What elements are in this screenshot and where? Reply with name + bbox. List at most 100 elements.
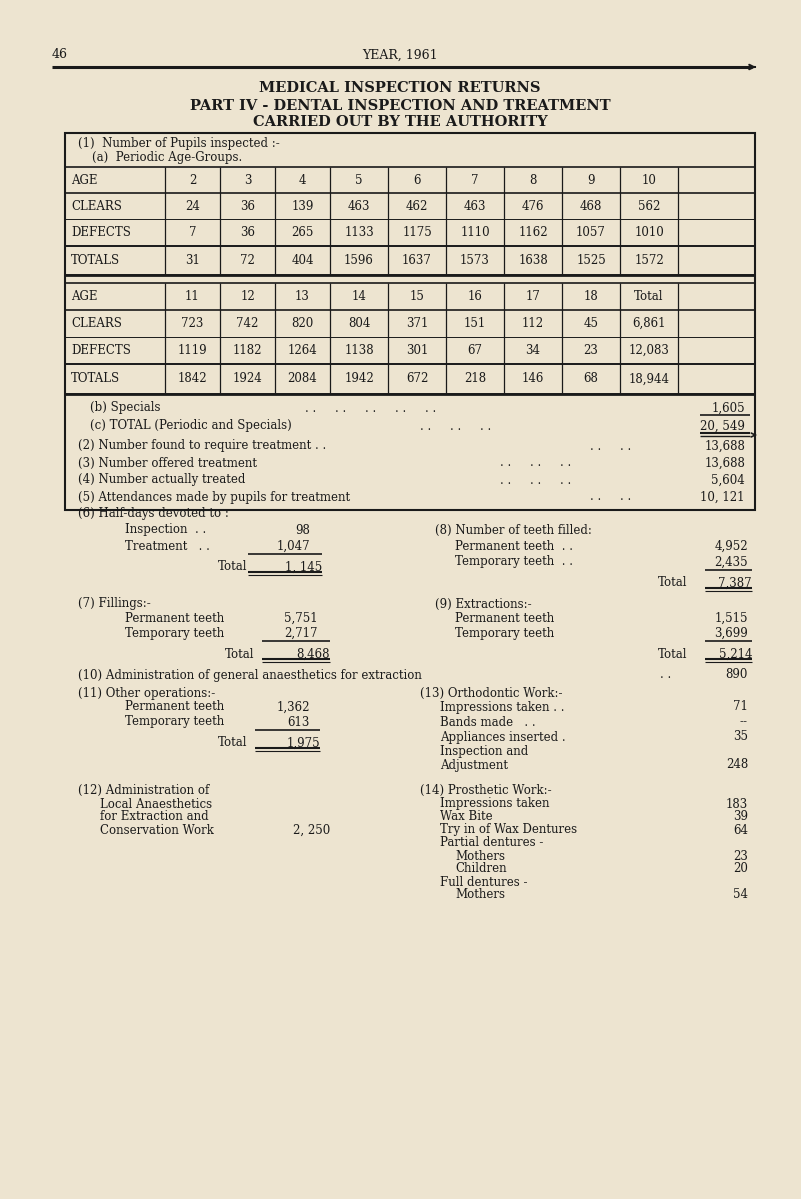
Text: 71: 71 [733, 700, 748, 713]
Text: 6: 6 [413, 174, 421, 187]
Text: 2084: 2084 [288, 373, 317, 386]
Text: (6) Half-days devoted to :: (6) Half-days devoted to : [78, 507, 229, 520]
Text: Temporary teeth: Temporary teeth [125, 627, 224, 639]
Text: 1572: 1572 [634, 254, 664, 267]
Text: 1924: 1924 [232, 373, 263, 386]
Text: (1)  Number of Pupils inspected :-: (1) Number of Pupils inspected :- [78, 138, 280, 151]
Text: 14: 14 [352, 290, 366, 303]
Text: 1133: 1133 [344, 225, 374, 239]
Text: 13,688: 13,688 [704, 457, 745, 470]
Text: 7: 7 [189, 225, 196, 239]
Text: 1010: 1010 [634, 225, 664, 239]
Text: Impressions taken . .: Impressions taken . . [440, 700, 565, 713]
Text: Permanent teeth: Permanent teeth [125, 700, 224, 713]
Text: (4) Number actually treated: (4) Number actually treated [78, 474, 245, 487]
Text: 4,952: 4,952 [714, 540, 748, 553]
Text: (c) TOTAL (Periodic and Specials): (c) TOTAL (Periodic and Specials) [90, 420, 292, 433]
Text: Total: Total [658, 647, 687, 661]
Text: . .     . .     . .: . . . . . . [500, 457, 571, 470]
Text: 183: 183 [726, 797, 748, 811]
Text: Total: Total [658, 577, 687, 590]
Text: (14) Prosthetic Work:-: (14) Prosthetic Work:- [420, 783, 552, 796]
Text: 1264: 1264 [288, 344, 317, 357]
Text: MEDICAL INSPECTION RETURNS: MEDICAL INSPECTION RETURNS [260, 82, 541, 95]
Text: 723: 723 [181, 317, 203, 330]
Text: Temporary teeth: Temporary teeth [125, 716, 224, 729]
Text: (10) Administration of general anaesthetics for extraction: (10) Administration of general anaesthet… [78, 669, 422, 681]
Text: 36: 36 [240, 225, 255, 239]
Text: 146: 146 [521, 373, 544, 386]
Text: (3) Number offered treatment: (3) Number offered treatment [78, 457, 257, 470]
Text: 1525: 1525 [576, 254, 606, 267]
Text: 613: 613 [288, 716, 310, 729]
Text: . .     . .     . .: . . . . . . [500, 474, 571, 487]
Text: 463: 463 [464, 199, 486, 212]
Text: Total: Total [225, 647, 255, 661]
Text: 1573: 1573 [460, 254, 490, 267]
Text: 4: 4 [299, 174, 306, 187]
Text: (7) Fillings:-: (7) Fillings:- [78, 597, 151, 610]
Text: 139: 139 [292, 199, 314, 212]
Text: 1638: 1638 [518, 254, 548, 267]
Text: Temporary teeth  . .: Temporary teeth . . [455, 555, 573, 568]
Text: 9: 9 [587, 174, 595, 187]
Text: Permanent teeth  . .: Permanent teeth . . [455, 540, 573, 553]
Text: 820: 820 [292, 317, 314, 330]
Text: 7: 7 [471, 174, 479, 187]
Text: 1,605: 1,605 [711, 402, 745, 415]
Text: 112: 112 [522, 317, 544, 330]
Text: (a)  Periodic Age-Groups.: (a) Periodic Age-Groups. [92, 151, 242, 163]
Text: 2,435: 2,435 [714, 555, 748, 568]
Text: . .: . . [660, 669, 671, 681]
Text: 23: 23 [584, 344, 598, 357]
Text: 804: 804 [348, 317, 370, 330]
Text: 24: 24 [185, 199, 200, 212]
Text: 67: 67 [468, 344, 482, 357]
Text: Inspection  . .: Inspection . . [125, 524, 206, 536]
Text: (12) Administration of: (12) Administration of [78, 783, 209, 796]
Text: 10, 121: 10, 121 [701, 490, 745, 504]
Text: 13,688: 13,688 [704, 440, 745, 452]
Text: 468: 468 [580, 199, 602, 212]
Text: 1637: 1637 [402, 254, 432, 267]
Text: 2, 250: 2, 250 [292, 824, 330, 837]
Text: Full dentures -: Full dentures - [440, 875, 528, 888]
Text: 890: 890 [726, 669, 748, 681]
Text: --: -- [740, 716, 748, 729]
Text: 5,214: 5,214 [718, 647, 752, 661]
Text: Permanent teeth: Permanent teeth [455, 611, 554, 625]
Text: 18,944: 18,944 [629, 373, 670, 386]
Text: PART IV - DENTAL INSPECTION AND TREATMENT: PART IV - DENTAL INSPECTION AND TREATMEN… [190, 100, 610, 113]
Text: 68: 68 [584, 373, 598, 386]
Text: . .     . .: . . . . [590, 440, 631, 452]
Text: 1,362: 1,362 [276, 700, 310, 713]
Text: AGE: AGE [71, 174, 98, 187]
Text: 13: 13 [295, 290, 310, 303]
Text: Try in of Wax Dentures: Try in of Wax Dentures [440, 824, 578, 837]
Text: 46: 46 [52, 48, 68, 61]
Text: (11) Other operations:-: (11) Other operations:- [78, 687, 215, 699]
Text: 39: 39 [733, 811, 748, 824]
Text: 11: 11 [185, 290, 200, 303]
Text: Total: Total [634, 290, 664, 303]
Text: 742: 742 [236, 317, 259, 330]
Text: 1842: 1842 [178, 373, 207, 386]
Text: 1,975: 1,975 [287, 736, 320, 749]
Text: (b) Specials: (b) Specials [90, 402, 160, 415]
Text: 371: 371 [406, 317, 429, 330]
Text: DEFECTS: DEFECTS [71, 344, 131, 357]
Text: Mothers: Mothers [455, 888, 505, 902]
Text: 8: 8 [529, 174, 537, 187]
Text: 462: 462 [406, 199, 429, 212]
Text: 151: 151 [464, 317, 486, 330]
Text: (9) Extractions:-: (9) Extractions:- [435, 597, 532, 610]
Text: 98: 98 [295, 524, 310, 536]
Text: 3,699: 3,699 [714, 627, 748, 639]
Text: (5) Attendances made by pupils for treatment: (5) Attendances made by pupils for treat… [78, 490, 350, 504]
Text: Adjustment: Adjustment [440, 759, 508, 771]
Bar [65, 133, 755, 510]
Text: 463: 463 [348, 199, 370, 212]
Text: Total: Total [218, 560, 248, 573]
Text: Conservation Work: Conservation Work [100, 824, 214, 837]
Text: 672: 672 [406, 373, 429, 386]
